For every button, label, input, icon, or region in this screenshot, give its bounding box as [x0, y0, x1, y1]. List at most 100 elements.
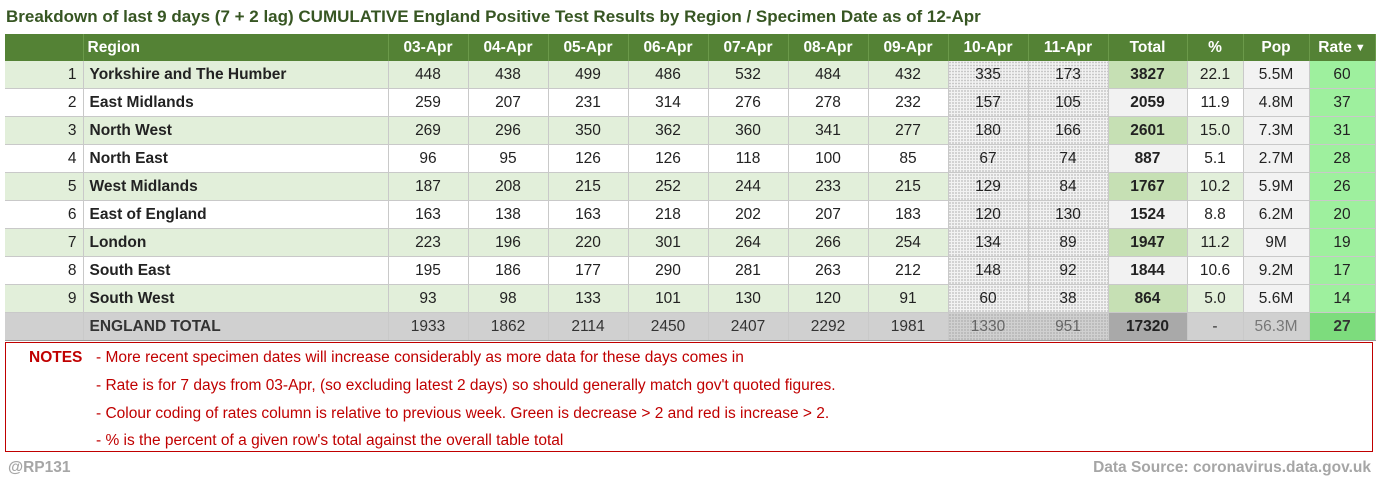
- row-percent: 8.8: [1187, 200, 1244, 229]
- lag-day-count: 67: [948, 144, 1029, 173]
- table-row: 9 South West 93 98 133 101 130 120 91 60 38 864 5.0 5…: [5, 284, 1376, 313]
- rate-value: 14: [1309, 284, 1376, 313]
- rate-value: 27: [1309, 312, 1376, 341]
- row-percent: -: [1187, 312, 1244, 341]
- day-count: 2292: [788, 312, 869, 341]
- lag-day-count: 173: [1028, 61, 1109, 89]
- region-name: North East: [83, 144, 389, 173]
- day-count: 138: [468, 200, 549, 229]
- population: 9M: [1243, 228, 1310, 257]
- day-count: 208: [468, 172, 549, 201]
- population: 2.7M: [1243, 144, 1310, 173]
- day-count: 1981: [868, 312, 949, 341]
- sort-descending-icon[interactable]: ▼: [1354, 41, 1366, 54]
- lag-day-count: 1330: [948, 312, 1029, 341]
- rate-value: 31: [1309, 116, 1376, 145]
- day-count: 263: [788, 256, 869, 285]
- day-count: 195: [388, 256, 469, 285]
- day-count: 2407: [708, 312, 789, 341]
- day-count: 254: [868, 228, 949, 257]
- lag-day-count: 129: [948, 172, 1029, 201]
- row-index: 4: [5, 144, 84, 173]
- table-body: 1 Yorkshire and The Humber 448 438 499 486 532…: [5, 61, 1376, 341]
- lag-day-count: 157: [948, 88, 1029, 117]
- population: 5.5M: [1243, 61, 1310, 89]
- row-index: 2: [5, 88, 84, 117]
- row-percent: 10.6: [1187, 256, 1244, 285]
- table-row: 3 North West 269 296 350 362 360 341 277 180 166 26…: [5, 116, 1376, 145]
- notes-box: NOTES - More recent specimen dates will …: [5, 342, 1373, 452]
- day-count: 1933: [388, 312, 469, 341]
- population: 7.3M: [1243, 116, 1310, 145]
- row-total: 887: [1108, 144, 1188, 173]
- header-rate: Rate: [1318, 38, 1352, 56]
- day-count: 101: [628, 284, 709, 313]
- header-row: Region 03-Apr 04-Apr 05-Apr 06-Apr 07-Ap…: [5, 34, 1376, 61]
- lag-day-count: 130: [1028, 200, 1109, 229]
- header-day: 07-Apr: [708, 34, 789, 61]
- table-title: Breakdown of last 9 days (7 + 2 lag) CUM…: [6, 7, 981, 26]
- population: 9.2M: [1243, 256, 1310, 285]
- rate-value: 19: [1309, 228, 1376, 257]
- day-count: 231: [548, 88, 629, 117]
- day-count: 177: [548, 256, 629, 285]
- header-rate-filter[interactable]: Rate ▼: [1309, 34, 1376, 61]
- lag-day-count: 134: [948, 228, 1029, 257]
- day-count: 85: [868, 144, 949, 173]
- header-day: 09-Apr: [868, 34, 949, 61]
- day-count: 532: [708, 61, 789, 89]
- header-lag-day: 11-Apr: [1028, 34, 1109, 61]
- table-row: 7 London 223 196 220 301 264 266 254 134 89 1947 11.…: [5, 228, 1376, 257]
- header-day: 03-Apr: [388, 34, 469, 61]
- region-name: West Midlands: [83, 172, 389, 201]
- population: 56.3M: [1243, 312, 1310, 341]
- region-name: East Midlands: [83, 88, 389, 117]
- row-index: [5, 312, 84, 341]
- row-index: 7: [5, 228, 84, 257]
- note-line: - Colour coding of rates column is relat…: [96, 405, 830, 422]
- day-count: 484: [788, 61, 869, 89]
- region-name: South West: [83, 284, 389, 313]
- header-day: 06-Apr: [628, 34, 709, 61]
- day-count: 362: [628, 116, 709, 145]
- author-handle: @RP131: [8, 459, 71, 476]
- day-count: 2114: [548, 312, 629, 341]
- table-row: 2 East Midlands 259 207 231 314 276 278 232 157 10…: [5, 88, 1376, 117]
- header-lag-day: 10-Apr: [948, 34, 1029, 61]
- day-count: 126: [548, 144, 629, 173]
- lag-day-count: 74: [1028, 144, 1109, 173]
- day-count: 100: [788, 144, 869, 173]
- day-count: 499: [548, 61, 629, 89]
- day-count: 218: [628, 200, 709, 229]
- header-day: 04-Apr: [468, 34, 549, 61]
- day-count: 244: [708, 172, 789, 201]
- row-index: 1: [5, 61, 84, 89]
- day-count: 264: [708, 228, 789, 257]
- day-count: 223: [388, 228, 469, 257]
- lag-day-count: 148: [948, 256, 1029, 285]
- row-percent: 11.2: [1187, 228, 1244, 257]
- day-count: 281: [708, 256, 789, 285]
- rate-value: 60: [1309, 61, 1376, 89]
- row-total: 17320: [1108, 312, 1188, 341]
- day-count: 196: [468, 228, 549, 257]
- row-percent: 5.1: [1187, 144, 1244, 173]
- england-total-row: ENGLAND TOTAL 1933 1862 2114 2450 2407 2292 198…: [5, 312, 1376, 341]
- row-index: 3: [5, 116, 84, 145]
- day-count: 486: [628, 61, 709, 89]
- header-total: Total: [1108, 34, 1188, 61]
- day-count: 350: [548, 116, 629, 145]
- note-line: - % is the percent of a given row's tota…: [96, 432, 564, 449]
- day-count: 278: [788, 88, 869, 117]
- day-count: 360: [708, 116, 789, 145]
- day-count: 95: [468, 144, 549, 173]
- day-count: 215: [548, 172, 629, 201]
- day-count: 96: [388, 144, 469, 173]
- rate-value: 26: [1309, 172, 1376, 201]
- day-count: 301: [628, 228, 709, 257]
- day-count: 220: [548, 228, 629, 257]
- day-count: 1862: [468, 312, 549, 341]
- data-source: Data Source: coronavirus.data.gov.uk: [1093, 459, 1371, 476]
- lag-day-count: 180: [948, 116, 1029, 145]
- lag-day-count: 335: [948, 61, 1029, 89]
